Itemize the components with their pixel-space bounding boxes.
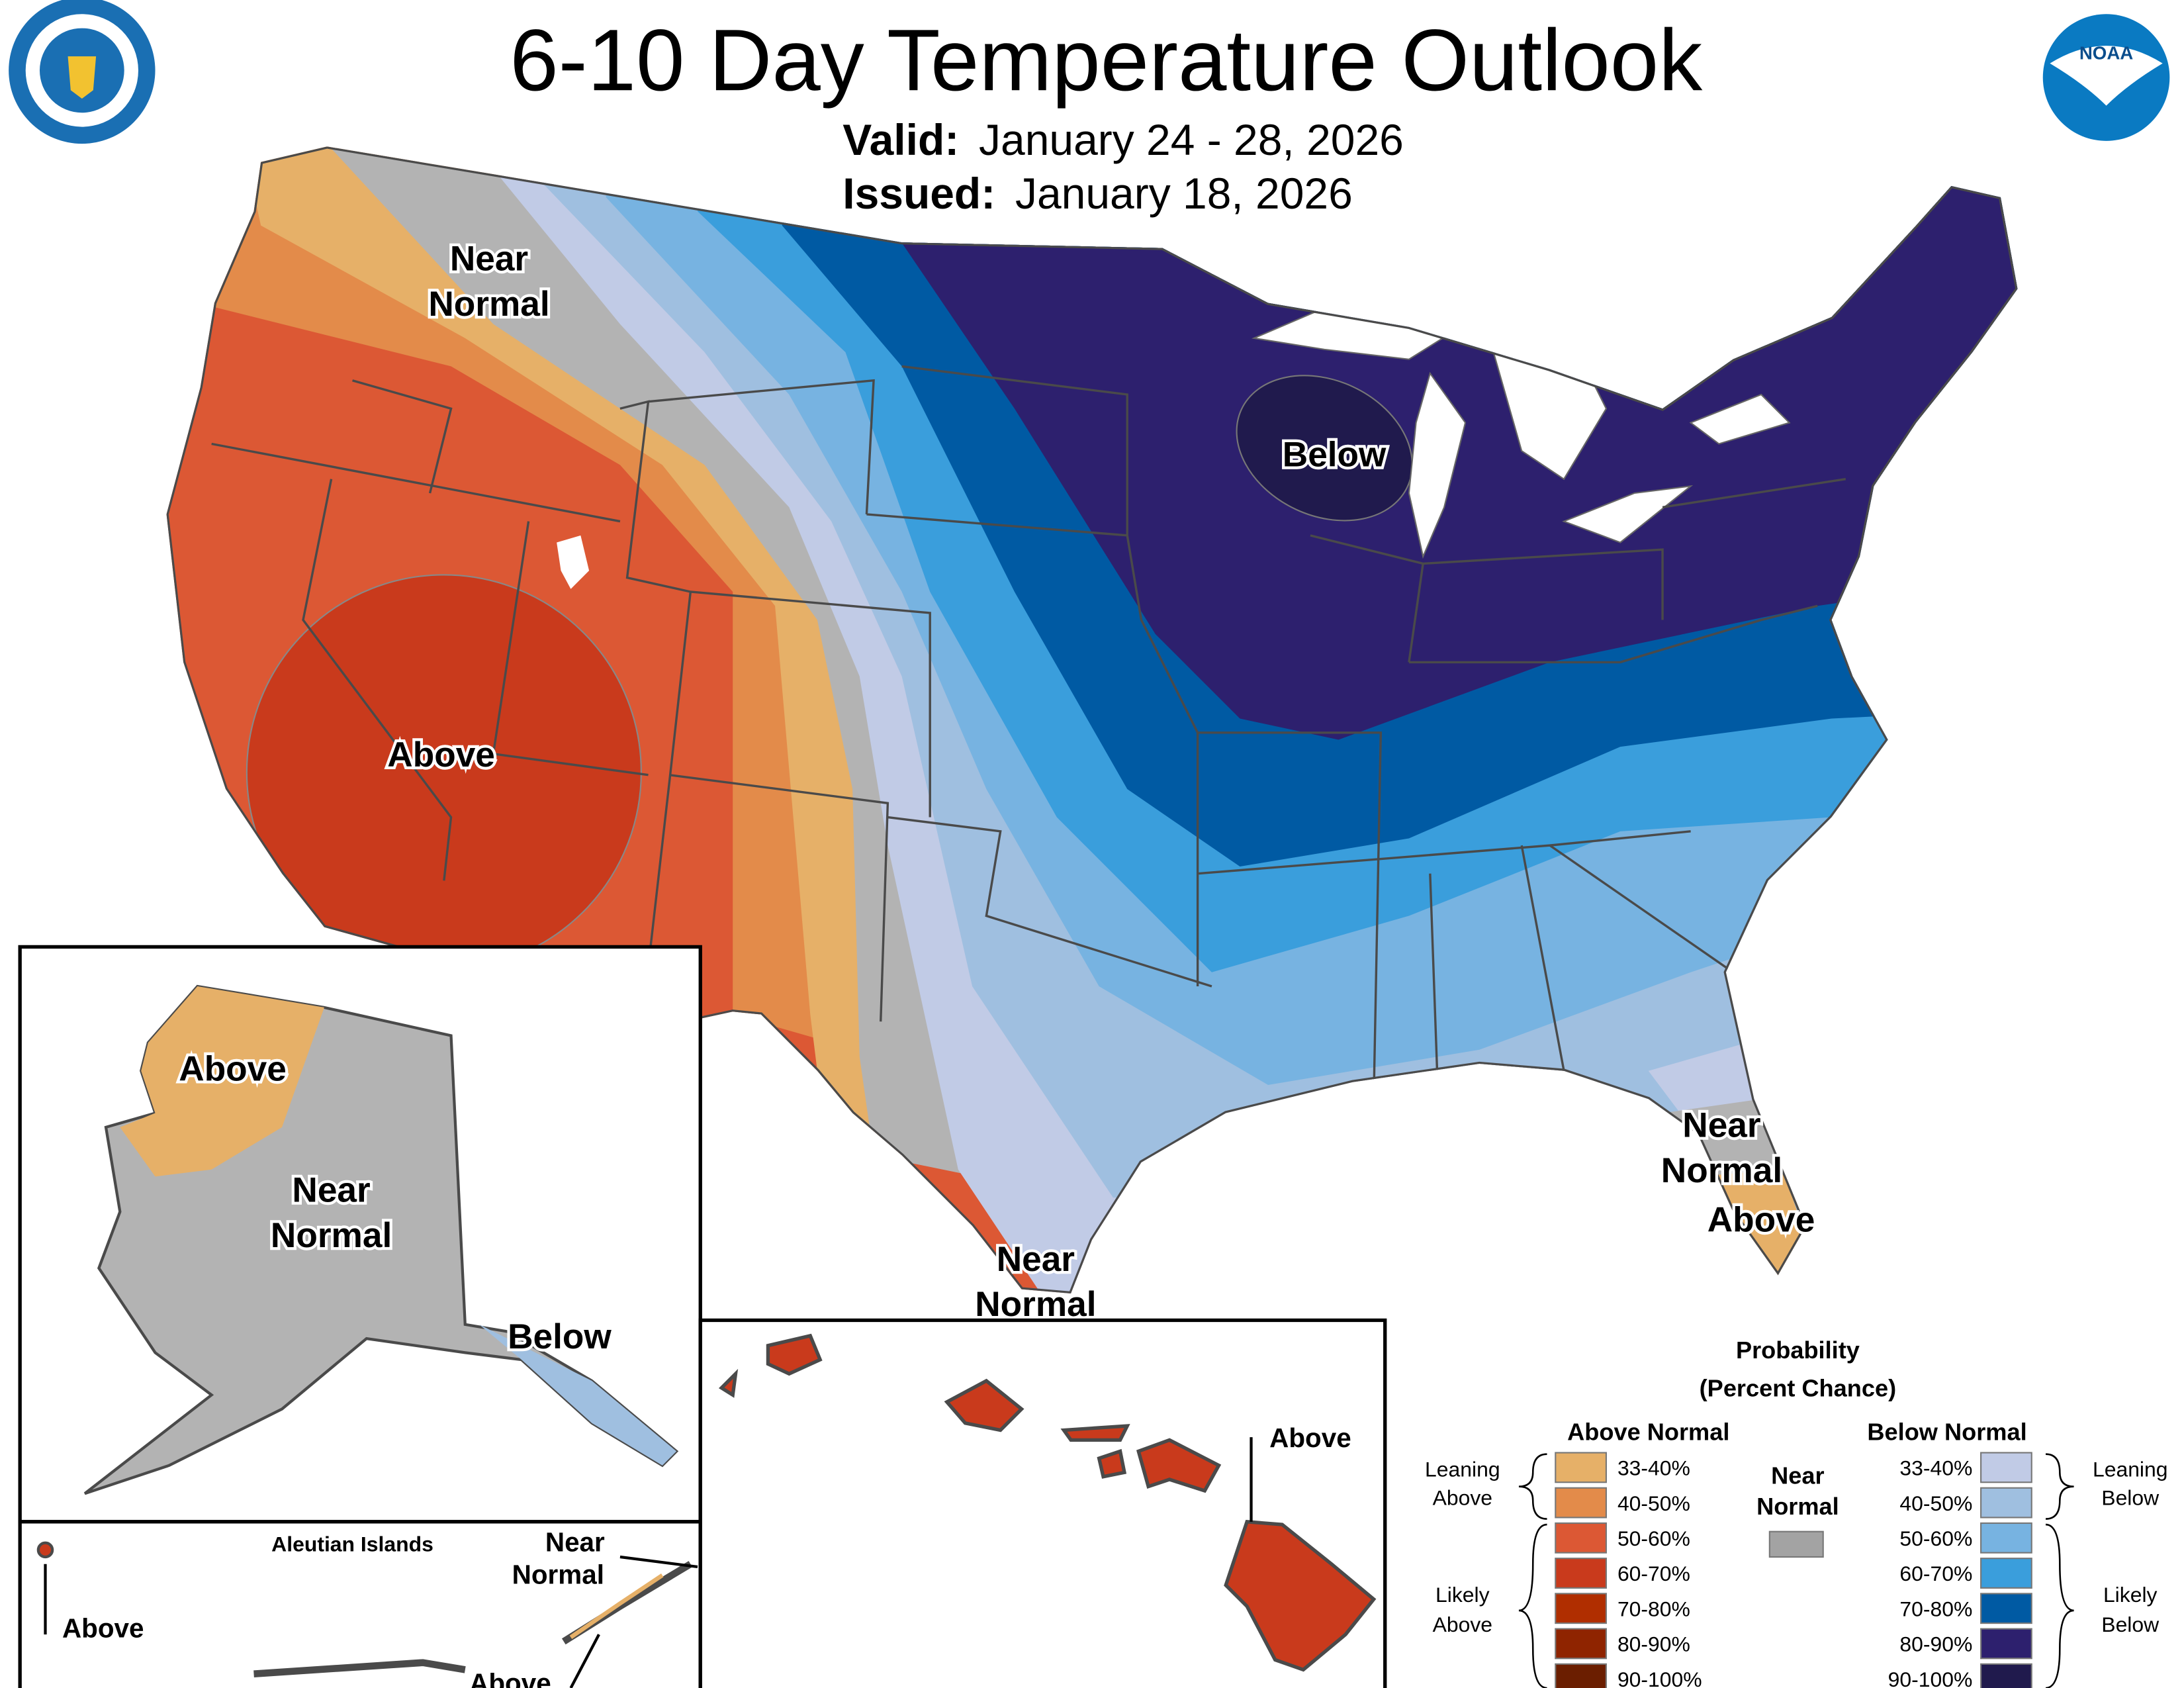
legend-leaning-above-2: Above xyxy=(1433,1485,1492,1509)
legend-range-above-2: 50-60% xyxy=(1617,1526,1690,1550)
aleutian-title: Aleutian Islands xyxy=(271,1532,433,1556)
aleutian-inset: Aleutian Islands Near Normal Above Above xyxy=(18,1520,702,1688)
niihau xyxy=(718,1368,739,1398)
legend-range-below-4: 70-80% xyxy=(1899,1597,1972,1620)
molokai xyxy=(1060,1424,1130,1442)
aleutian-label-near-normal-2: Normal xyxy=(512,1559,604,1589)
legend: Probability (Percent Chance) Above Norma… xyxy=(1425,1336,2168,1688)
alaska-label-below: Below xyxy=(508,1317,612,1356)
legend-swatch-above-4 xyxy=(1555,1593,1607,1624)
valid-value: January 24 - 28, 2026 xyxy=(979,115,1404,164)
alaska-below-region xyxy=(479,1324,677,1466)
alaska-above-region xyxy=(120,986,324,1177)
legend-swatch-below-5 xyxy=(1980,1628,2032,1660)
map-label-near-normal-florida-2: Normal xyxy=(1661,1151,1782,1190)
band-below-90-100 xyxy=(1236,375,1413,522)
legend-range-below-3: 60-70% xyxy=(1899,1562,1972,1585)
commerce-seal-logo xyxy=(9,0,156,144)
big-island xyxy=(1224,1520,1377,1672)
legend-range-below-5: 80-90% xyxy=(1899,1632,1972,1656)
legend-likely-above-2: Above xyxy=(1433,1613,1492,1636)
legend-range-above-3: 60-70% xyxy=(1617,1562,1690,1585)
lanai xyxy=(1097,1448,1127,1479)
aleutian-label-above-east: Above xyxy=(469,1667,551,1688)
shield-icon xyxy=(68,56,97,99)
legend-likely-below-2: Below xyxy=(2101,1613,2160,1636)
legend-braces xyxy=(1518,1453,2074,1688)
noaa-logo-text: NOAA xyxy=(2079,42,2133,63)
alaska-inset: Above Near Normal Below xyxy=(18,945,702,1524)
alaska-label-near-normal: Near xyxy=(292,1171,370,1210)
legend-range-above-5: 80-90% xyxy=(1617,1632,1690,1656)
legend-near-normal-label: Near xyxy=(1771,1462,1824,1489)
legend-above-header: Above Normal xyxy=(1567,1418,1729,1445)
legend-range-below-0: 33-40% xyxy=(1899,1456,1972,1480)
aleutian-label-above-west: Above xyxy=(62,1613,144,1643)
issued-date: Issued: January 18, 2026 xyxy=(842,169,1353,218)
legend-title: Probability xyxy=(1736,1336,1860,1364)
legend-range-below-1: 40-50% xyxy=(1899,1491,1972,1515)
legend-leaning-above: Leaning xyxy=(1425,1458,1500,1481)
legend-subtitle: (Percent Chance) xyxy=(1700,1374,1897,1401)
great-salt-lake xyxy=(557,535,590,589)
issued-value: January 18, 2026 xyxy=(1015,169,1353,218)
issued-label: Issued: xyxy=(842,169,995,218)
legend-range-below-6: 90-100% xyxy=(1888,1667,1973,1688)
legend-swatch-above-1 xyxy=(1555,1487,1607,1519)
map-label-near-normal-nw: Near xyxy=(450,240,528,279)
legend-swatch-above-6 xyxy=(1555,1663,1607,1688)
legend-swatch-below-0 xyxy=(1980,1452,2032,1483)
legend-range-above-4: 70-80% xyxy=(1617,1597,1690,1620)
aleutian-label-near-normal: Near xyxy=(545,1527,605,1558)
map-label-near-normal-texas-2: Normal xyxy=(975,1285,1096,1324)
legend-swatch-below-3 xyxy=(1980,1558,2032,1589)
legend-swatch-above-0 xyxy=(1555,1452,1607,1483)
hawaii-inset: Above xyxy=(698,1318,1387,1688)
map-label-below-great-lakes: Below xyxy=(1283,436,1387,475)
legend-swatch-above-2 xyxy=(1555,1522,1607,1554)
map-label-near-normal-nw-2: Normal xyxy=(428,285,549,324)
map-label-near-normal-texas: Near xyxy=(997,1240,1075,1279)
legend-swatch-near-normal xyxy=(1768,1530,1824,1558)
legend-swatch-below-4 xyxy=(1980,1593,2032,1624)
oahu xyxy=(944,1378,1024,1432)
maui xyxy=(1136,1438,1222,1493)
valid-label: Valid: xyxy=(842,115,959,164)
kauai xyxy=(766,1333,823,1376)
legend-leaning-below-2: Below xyxy=(2101,1485,2160,1509)
valid-dates: Valid: January 24 - 28, 2026 xyxy=(842,115,1404,164)
legend-range-above-0: 33-40% xyxy=(1617,1456,1690,1480)
legend-swatch-above-5 xyxy=(1555,1628,1607,1660)
map-label-near-normal-florida: Near xyxy=(1682,1106,1760,1145)
legend-swatch-below-6 xyxy=(1980,1663,2032,1688)
legend-range-below-2: 50-60% xyxy=(1899,1526,1972,1550)
legend-likely-below: Likely xyxy=(2103,1583,2158,1607)
legend-range-above-6: 90-100% xyxy=(1617,1667,1702,1688)
hawaii-label-above: Above xyxy=(1269,1423,1351,1453)
map-label-above-florida: Above xyxy=(1707,1200,1815,1239)
legend-below-header: Below Normal xyxy=(1867,1418,2026,1445)
legend-swatch-above-3 xyxy=(1555,1558,1607,1589)
legend-leaning-below: Leaning xyxy=(2093,1458,2168,1481)
legend-swatch-below-1 xyxy=(1980,1487,2032,1519)
page-title: 6-10 Day Temperature Outlook xyxy=(510,11,1703,109)
legend-near-normal-label-2: Normal xyxy=(1756,1493,1839,1520)
legend-swatch-below-2 xyxy=(1980,1522,2032,1554)
legend-range-above-1: 40-50% xyxy=(1617,1491,1690,1515)
noaa-logo: NOAA xyxy=(2042,14,2170,141)
legend-likely-above: Likely xyxy=(1435,1583,1490,1607)
alaska-label-near-normal-2: Normal xyxy=(271,1216,392,1255)
alaska-label-above: Above xyxy=(179,1050,287,1089)
map-label-above-southwest: Above xyxy=(387,735,495,774)
